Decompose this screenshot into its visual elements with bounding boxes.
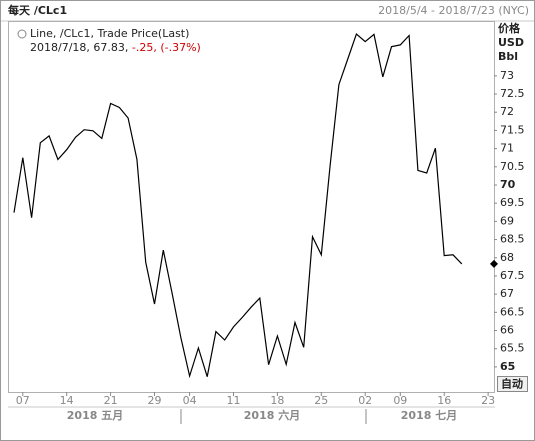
y-tick-label: 67.5	[500, 269, 525, 282]
y-tick-label: 67	[500, 287, 514, 300]
y-tick-label: 68	[500, 251, 514, 264]
y-tick-label: 69	[500, 214, 514, 227]
last-price-marker	[490, 259, 498, 268]
month-label: 2018 七月	[401, 408, 457, 422]
legend-change: -.25, (-.37%)	[132, 41, 201, 54]
y-tick-label: 69.5	[500, 196, 525, 209]
y-tick-label: 70	[500, 178, 516, 191]
plot-area	[8, 21, 495, 393]
x-tick-label: 21	[104, 394, 118, 407]
y-axis-title: Bbl	[498, 50, 518, 63]
chart-title: 每天 /CLc1	[8, 3, 67, 17]
x-tick-label: 09	[393, 394, 407, 407]
legend-series: Line, /CLc1, Trade Price(Last)	[30, 27, 189, 40]
price-line	[13, 32, 463, 379]
x-tick-label: 18	[270, 394, 284, 407]
y-axis-title: 价格	[498, 21, 521, 35]
y-tick-label: 71	[500, 142, 514, 155]
auto-button-box[interactable]	[497, 376, 528, 392]
x-tick-label: 11	[227, 394, 241, 407]
x-tick-label: 02	[358, 394, 372, 407]
date-range: 2018/5/4 - 2018/7/23 (NYC)	[378, 4, 529, 17]
y-axis-title: USD	[498, 36, 524, 49]
y-tick-label: 70.5	[500, 160, 525, 173]
x-tick-label: 04	[183, 394, 197, 407]
legend: Line, /CLc1, Trade Price(Last) 2018/7/18…	[17, 27, 201, 54]
y-tick-label: 65.5	[500, 342, 525, 355]
x-tick-label: 14	[60, 394, 74, 407]
month-label: 2018 五月	[67, 409, 123, 422]
auto-button-label[interactable]: 自动	[501, 377, 523, 391]
x-tick-label: 23	[481, 394, 495, 407]
y-tick-label: 68.5	[500, 233, 525, 246]
y-tick-label: 72	[500, 105, 514, 118]
month-label: 2018 六月	[244, 408, 300, 422]
x-tick-label: 16	[437, 394, 451, 407]
x-tick-label: 29	[147, 394, 161, 407]
y-tick-label: 73	[500, 69, 514, 82]
legend-last: 2018/7/18, 67.83, -.25, (-.37%)	[30, 41, 201, 54]
legend-last-value: 2018/7/18, 67.83,	[30, 41, 128, 54]
x-tick-label: 25	[314, 394, 328, 407]
y-tick-label: 71.5	[500, 123, 525, 136]
auto-button[interactable]: 自动	[497, 376, 528, 392]
legend-icon	[17, 29, 27, 39]
y-tick-label: 66.5	[500, 305, 525, 318]
y-tick-label: 72.5	[500, 87, 525, 100]
y-tick-label: 66	[500, 324, 514, 337]
y-tick-label: 65	[500, 360, 515, 373]
x-tick-label: 07	[16, 394, 30, 407]
